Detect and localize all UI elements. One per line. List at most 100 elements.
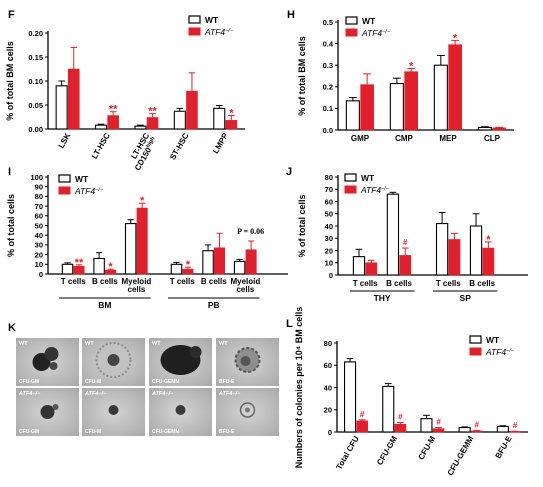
panel-i-significance: * (186, 259, 191, 271)
panel-h-category-label: GMP (351, 134, 370, 143)
panel-l-ko-bar (432, 428, 445, 433)
colony-image: ATF4−/− CFU-GEMM (149, 388, 212, 436)
panel-f-letter: F (8, 9, 15, 21)
panel-l-significance: # (360, 410, 365, 419)
panel-h-wt-bar (433, 64, 448, 131)
panel-i-ko-bar (245, 249, 257, 275)
panel-f-ylabel: % of total BM cells (5, 41, 15, 121)
colony-blob (175, 405, 186, 415)
panel-i-ko-bar (136, 207, 148, 275)
panel-j-letter: J (286, 166, 292, 178)
panel-i-wt-bar (93, 257, 105, 275)
panel-l-ytick-label: 0 (328, 428, 332, 437)
panel-l-ylabel: Numbers of colonies per 10⁴ BM cells (294, 307, 304, 469)
panel-l-significance: # (398, 413, 403, 422)
panel-f-category-label: LMPP (211, 131, 230, 155)
panel-l-significance: # (513, 421, 518, 430)
panel-k: KWTCFU-GMWTCFU-MWTCFU-GEMMWTBFU-EATF4−/−… (8, 322, 279, 436)
panel-h-ytick-label: 0.5 (323, 18, 333, 27)
panel-i-ko-bar (105, 269, 117, 275)
panel-i-pvalue: P = 0.06 (237, 227, 264, 236)
panel-f-significance: * (229, 108, 234, 120)
colony-caption: CFU-GM (19, 429, 39, 435)
panel-f-ko-bar (225, 120, 238, 130)
panel-l-significance: # (436, 418, 441, 427)
panel-f-significance: ** (109, 104, 118, 116)
panel-i-ytick-label: 70 (35, 202, 43, 211)
legend-wt-swatch (188, 15, 201, 24)
legend-ko-label: ATF4−/− (204, 27, 234, 37)
panel-j-ytick-label: 0 (329, 271, 333, 280)
legend-ko-swatch (188, 27, 201, 36)
colony-genotype: ATF4−/− (218, 391, 241, 397)
panel-j-category-label: B cells (469, 279, 495, 288)
panel-h-ytick-label: 0.4 (323, 39, 334, 48)
panel-i-ko-bar (214, 247, 226, 275)
panel-f-ytick-label: 0.20 (28, 29, 43, 38)
panel-j-ko-bar (448, 239, 461, 276)
panel-j-ytick-label: 60 (325, 197, 333, 206)
panel-l-ko-bar (356, 420, 368, 433)
legend-wt-swatch (345, 16, 358, 25)
colony-ring (239, 402, 256, 418)
colony-genotype: WT (152, 341, 161, 347)
panel-i-ytick-label: 60 (35, 212, 43, 221)
panel-i-category-label: T cells (61, 277, 86, 286)
panel-f-ytick-label: 0.15 (28, 53, 43, 62)
legend-wt-swatch (58, 174, 71, 183)
panel-l-ytick-label: 20 (324, 406, 332, 415)
legend-ko-label: ATF4−/− (74, 186, 104, 196)
panel-j-wt-bar (435, 223, 449, 276)
panel-j-ylabel: % of total cells (297, 194, 307, 257)
panel-i-significance: ** (75, 257, 84, 269)
panel-l-category-label: CFU-GEMM (446, 434, 476, 477)
colony-genotype: ATF4−/− (84, 391, 107, 397)
panel-h-ko-bar (360, 84, 374, 131)
panel-j-category-label: B cells (386, 279, 412, 288)
panel-i-group-label: PB (208, 300, 220, 310)
panel-i-letter: I (8, 166, 11, 178)
legend-ko-swatch (58, 186, 71, 195)
panel-l-ko-bar (470, 430, 483, 433)
panel-f: F 0.00 0.05 0.10 0.15 0.20 % of total BM cells… (5, 9, 245, 172)
colony-caption: CFU-M (85, 379, 101, 385)
panel-i-ytick-label: 50 (35, 221, 43, 230)
colony-genotype: ATF4−/− (18, 391, 41, 397)
legend-wt-label: WT (362, 16, 376, 26)
colony-image: ATF4−/− CFU-GM (16, 388, 79, 436)
colony-blob (52, 404, 59, 410)
panel-i-category-label: Myeloid cells (230, 277, 260, 294)
panel-f-category-label: ST-HSC (168, 131, 191, 161)
colony-caption: CFU-GM (19, 379, 39, 385)
panel-f-wt-bar (173, 110, 186, 130)
panel-i-legend: WT ATF4−/− (58, 174, 104, 196)
colony-image: ATF4−/− BFU-E (216, 388, 279, 436)
panel-l-ytick-label: 60 (324, 361, 332, 370)
panel-h-category-label: CMP (395, 134, 413, 143)
panel-k-letter: K (8, 322, 16, 334)
panel-i-ytick-label: 10 (35, 260, 43, 269)
panel-i-category-label: T cells (170, 277, 195, 286)
panel-i-ytick-label: 90 (35, 183, 43, 192)
legend-ko-swatch (345, 28, 358, 37)
panel-h-significance: * (453, 32, 458, 44)
colony-genotype: WT (85, 341, 94, 347)
panel-h-significance: * (409, 60, 414, 72)
panel-l: L 0 20 40 60 80 Numbers of colonies per 10⁴ BM… (286, 307, 528, 477)
panel-f-category-label: LSK (57, 131, 73, 150)
panel-f-significance: ** (148, 106, 157, 118)
legend-wt-label: WT (361, 173, 375, 183)
panel-f-wt-bar (55, 85, 68, 130)
panel-h-ytick-label: 0.2 (323, 83, 333, 92)
panel-f-wt-bar (134, 125, 147, 130)
panel-i-significance: * (108, 261, 113, 273)
colony-core (107, 354, 120, 366)
colony-caption: BFU-E (219, 379, 235, 385)
colony-image: WT CFU-GM (16, 338, 79, 386)
legend-ko-label: ATF4−/− (361, 28, 391, 38)
panel-l-category-label: Total CFU (334, 434, 360, 471)
legend-ko-label: ATF4−/− (360, 185, 390, 195)
colony-image: WT BFU-E (216, 338, 279, 386)
panel-j-significance: # (403, 238, 408, 247)
panel-j-wt-bar (386, 193, 400, 276)
